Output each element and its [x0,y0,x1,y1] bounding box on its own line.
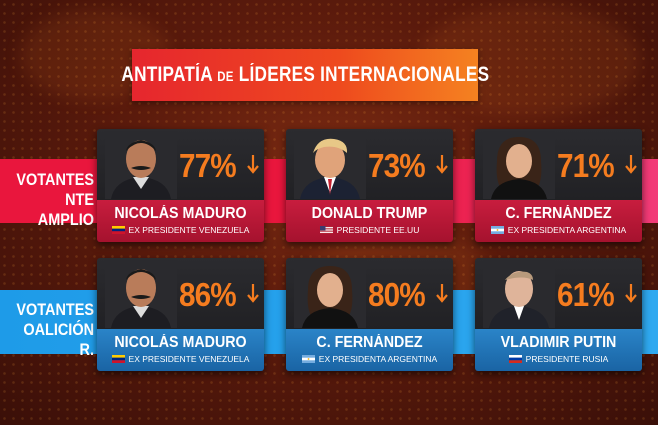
arrow-down-icon [625,284,637,303]
leader-card: 77% NICOLÁS MADURO EX PRESIDENTE VENEZUE… [97,129,264,242]
argentina-flag-icon [490,226,504,234]
leader-name: NICOLÁS MADURO [114,205,247,222]
leader-card: 71% C. FERNÁNDEZ EX PRESIDENTA ARGENTINA [475,129,642,242]
venezuela-flag-icon [111,226,125,234]
leader-role: PRESIDENTE RUSIA [475,354,642,364]
leader-role: EX PRESIDENTA ARGENTINA [286,354,453,364]
leader-role: EX PRESIDENTE VENEZUELA [97,225,264,235]
portrait-trump [294,131,366,199]
arrow-down-icon [436,155,448,174]
leader-name: NICOLÁS MADURO [114,334,247,351]
row-label: VOTANTES OALICIÓN R. [16,300,94,359]
percent-value: 77% [179,147,237,184]
row-label: VOTANTES NTE AMPLIO [16,170,94,229]
arrow-down-icon [247,284,259,303]
name-bar: C. FERNÁNDEZ EX PRESIDENTA ARGENTINA [475,200,642,242]
name-bar: DONALD TRUMP PRESIDENTE EE.UU [286,200,453,242]
name-bar: NICOLÁS MADURO EX PRESIDENTE VENEZUELA [97,329,264,371]
usa-flag-icon [319,226,333,234]
leader-card: 80% C. FERNÁNDEZ EX PRESIDENTA ARGENTINA [286,258,453,371]
arrow-down-icon [436,284,448,303]
title-banner: ANTIPATÍA DE LÍDERES INTERNACIONALES [121,49,489,101]
portrait-putin [483,260,555,328]
russia-flag-icon [508,355,522,363]
leader-role: EX PRESIDENTE VENEZUELA [97,354,264,364]
title-text: ANTIPATÍA DE LÍDERES INTERNACIONALES [121,63,489,86]
name-bar: VLADIMIR PUTIN PRESIDENTE RUSIA [475,329,642,371]
leader-role: PRESIDENTE EE.UU [286,225,453,235]
leader-role: EX PRESIDENTA ARGENTINA [475,225,642,235]
leader-card: 61% VLADIMIR PUTIN PRESIDENTE RUSIA [475,258,642,371]
percent-value: 80% [368,276,426,313]
leader-card: 73% DONALD TRUMP PRESIDENTE EE.UU [286,129,453,242]
leader-name: VLADIMIR PUTIN [500,334,617,351]
portrait-fernandez [483,131,555,199]
percent-value: 61% [557,276,615,313]
argentina-flag-icon [301,355,315,363]
portrait-fernandez [294,260,366,328]
leader-name: DONALD TRUMP [311,205,428,222]
leader-card: 86% NICOLÁS MADURO EX PRESIDENTE VENEZUE… [97,258,264,371]
venezuela-flag-icon [111,355,125,363]
percent-value: 86% [179,276,237,313]
portrait-maduro [105,260,177,328]
arrow-down-icon [625,155,637,174]
name-bar: C. FERNÁNDEZ EX PRESIDENTA ARGENTINA [286,329,453,371]
leader-name: C. FERNÁNDEZ [505,205,612,222]
percent-value: 73% [368,147,426,184]
name-bar: NICOLÁS MADURO EX PRESIDENTE VENEZUELA [97,200,264,242]
leader-name: C. FERNÁNDEZ [316,334,423,351]
arrow-down-icon [247,155,259,174]
percent-value: 71% [557,147,615,184]
portrait-maduro [105,131,177,199]
